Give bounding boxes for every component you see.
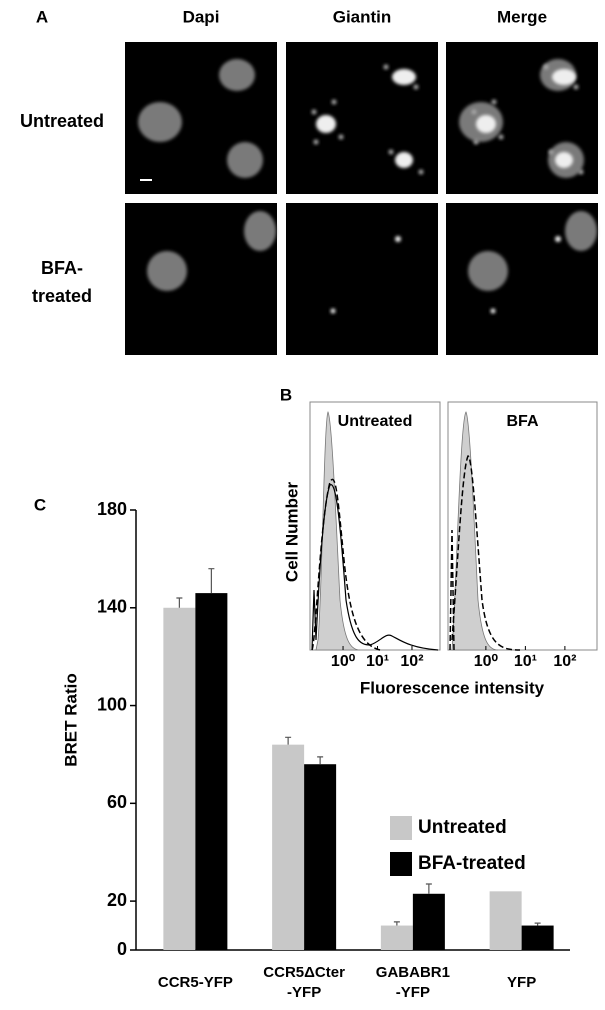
nucleus xyxy=(219,59,255,91)
solid-histogram xyxy=(311,484,439,651)
image-background xyxy=(286,42,438,194)
golgi xyxy=(552,69,576,85)
bar xyxy=(412,893,445,950)
error-bar xyxy=(285,736,292,745)
bar xyxy=(489,891,522,950)
golgi xyxy=(490,308,496,314)
dashed-histogram xyxy=(311,478,381,651)
legend-label: Untreated xyxy=(418,817,507,838)
error-bar xyxy=(317,756,324,765)
y-tick-label: 100 xyxy=(97,694,127,714)
image-background xyxy=(286,203,438,355)
nucleus xyxy=(244,211,276,251)
speckle xyxy=(338,134,344,140)
nucleus xyxy=(468,251,508,291)
speckle xyxy=(573,84,579,90)
control-histogram xyxy=(451,411,499,651)
legend-swatch xyxy=(390,852,412,876)
error-bar xyxy=(176,597,183,608)
panel-label: B xyxy=(280,385,292,404)
speckle xyxy=(413,84,419,90)
legend-label: BFA-treated xyxy=(418,853,526,874)
nucleus xyxy=(138,102,182,142)
x-tick-label: YFP xyxy=(507,974,536,991)
dashed-histogram xyxy=(449,455,521,651)
row-label: Untreated xyxy=(20,111,104,131)
speckle xyxy=(383,64,389,70)
histogram-untreated xyxy=(309,401,441,651)
speckle xyxy=(498,134,504,140)
golgi xyxy=(392,69,416,85)
bar xyxy=(380,925,413,950)
x-tick-label: 10⁰ xyxy=(474,653,499,670)
histogram-title: Untreated xyxy=(338,413,413,430)
golgi xyxy=(395,236,401,242)
golgi xyxy=(555,152,573,168)
y-axis-label: Cell Number xyxy=(282,482,301,583)
y-tick-label: 180 xyxy=(97,499,127,519)
nucleus xyxy=(147,251,187,291)
bar xyxy=(304,764,337,950)
row-label: BFA-treated xyxy=(32,258,92,306)
x-tick-label: CCR5-YFP xyxy=(158,974,233,991)
x-tick-label: GABABR1 -YFP xyxy=(376,964,450,1001)
error-bar xyxy=(534,922,541,926)
micrograph xyxy=(446,42,598,194)
bar xyxy=(195,593,228,950)
histogram-bfa xyxy=(447,401,598,651)
legend-swatch xyxy=(390,816,412,840)
column-header: Dapi xyxy=(183,7,220,26)
panel-label: A xyxy=(36,7,48,26)
x-tick-label: 10² xyxy=(400,653,423,670)
micrograph xyxy=(125,203,277,355)
speckle xyxy=(543,64,549,70)
speckle xyxy=(418,169,424,175)
x-tick-label: 10¹ xyxy=(514,653,537,670)
micrograph xyxy=(446,203,598,355)
x-tick-label: CCR5ΔCter -YFP xyxy=(263,964,345,1001)
bar xyxy=(272,744,305,950)
micrograph xyxy=(286,203,438,355)
column-header: Giantin xyxy=(333,7,392,26)
speckle xyxy=(491,99,497,105)
x-axis-label: Fluorescence intensity xyxy=(360,678,545,697)
golgi xyxy=(395,152,413,168)
speckle xyxy=(548,149,554,155)
nucleus xyxy=(565,211,597,251)
speckle xyxy=(471,109,477,115)
speckle xyxy=(473,139,479,145)
micrograph xyxy=(286,42,438,194)
y-axis-label: BRET Ratio xyxy=(61,673,80,767)
error-bar xyxy=(425,883,432,894)
speckle xyxy=(578,169,584,175)
x-tick-label: 10⁰ xyxy=(331,653,356,670)
speckle xyxy=(331,99,337,105)
y-tick-label: 20 xyxy=(107,890,127,910)
golgi xyxy=(316,115,336,133)
error-bar xyxy=(208,568,215,594)
histogram-title: BFA xyxy=(507,413,539,430)
y-tick-label: 140 xyxy=(97,597,127,617)
speckle xyxy=(311,109,317,115)
bar xyxy=(521,925,554,950)
panel-label: C xyxy=(34,495,46,514)
speckle xyxy=(388,149,394,155)
speckle xyxy=(313,139,319,145)
y-tick-label: 60 xyxy=(107,792,127,812)
x-tick-label: 10¹ xyxy=(366,653,389,670)
bar xyxy=(163,607,196,950)
column-header: Merge xyxy=(497,7,547,26)
golgi xyxy=(555,236,561,242)
golgi xyxy=(330,308,336,314)
micrograph xyxy=(125,42,277,194)
x-tick-label: 10² xyxy=(553,653,576,670)
control-histogram xyxy=(315,411,361,651)
y-tick-label: 0 xyxy=(117,939,127,959)
error-bar xyxy=(393,921,400,926)
nucleus xyxy=(227,142,263,178)
golgi xyxy=(476,115,496,133)
